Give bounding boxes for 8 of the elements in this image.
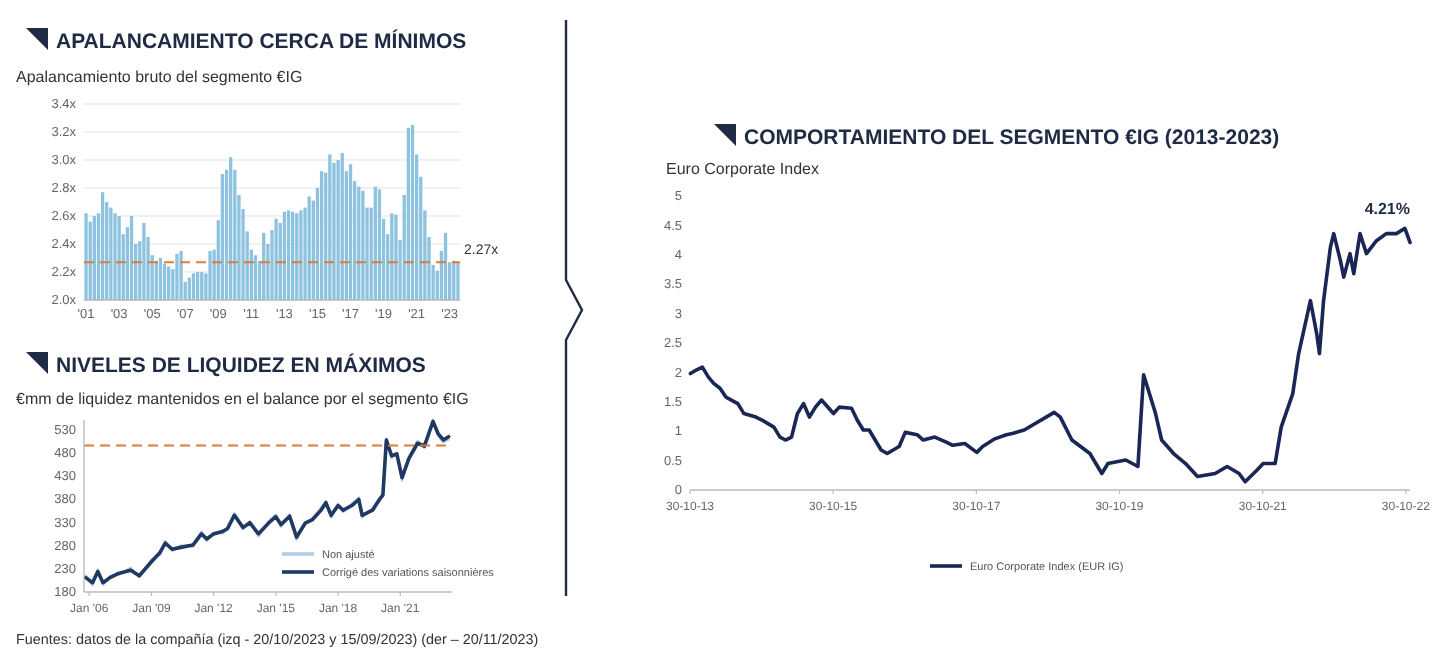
chart-title: COMPORTAMIENTO DEL SEGMENTO €IG (2013-2023): [744, 126, 1280, 150]
chart-subtitle: Apalancamiento bruto del segmento €IG: [16, 68, 303, 86]
line-series: [688, 226, 1412, 484]
chart-subtitle: Euro Corporate Index: [666, 160, 819, 178]
chart-title: NIVELES DE LIQUIDEZ EN MÁXIMOS: [56, 352, 426, 378]
chart-title: APALANCAMIENTO CERCA DE MÍNIMOS: [56, 28, 467, 54]
chart-subtitle: €mm de liquidez mantenidos en el balance por el segmento €IG: [16, 390, 469, 408]
annotation: 4.21%: [1364, 200, 1410, 219]
